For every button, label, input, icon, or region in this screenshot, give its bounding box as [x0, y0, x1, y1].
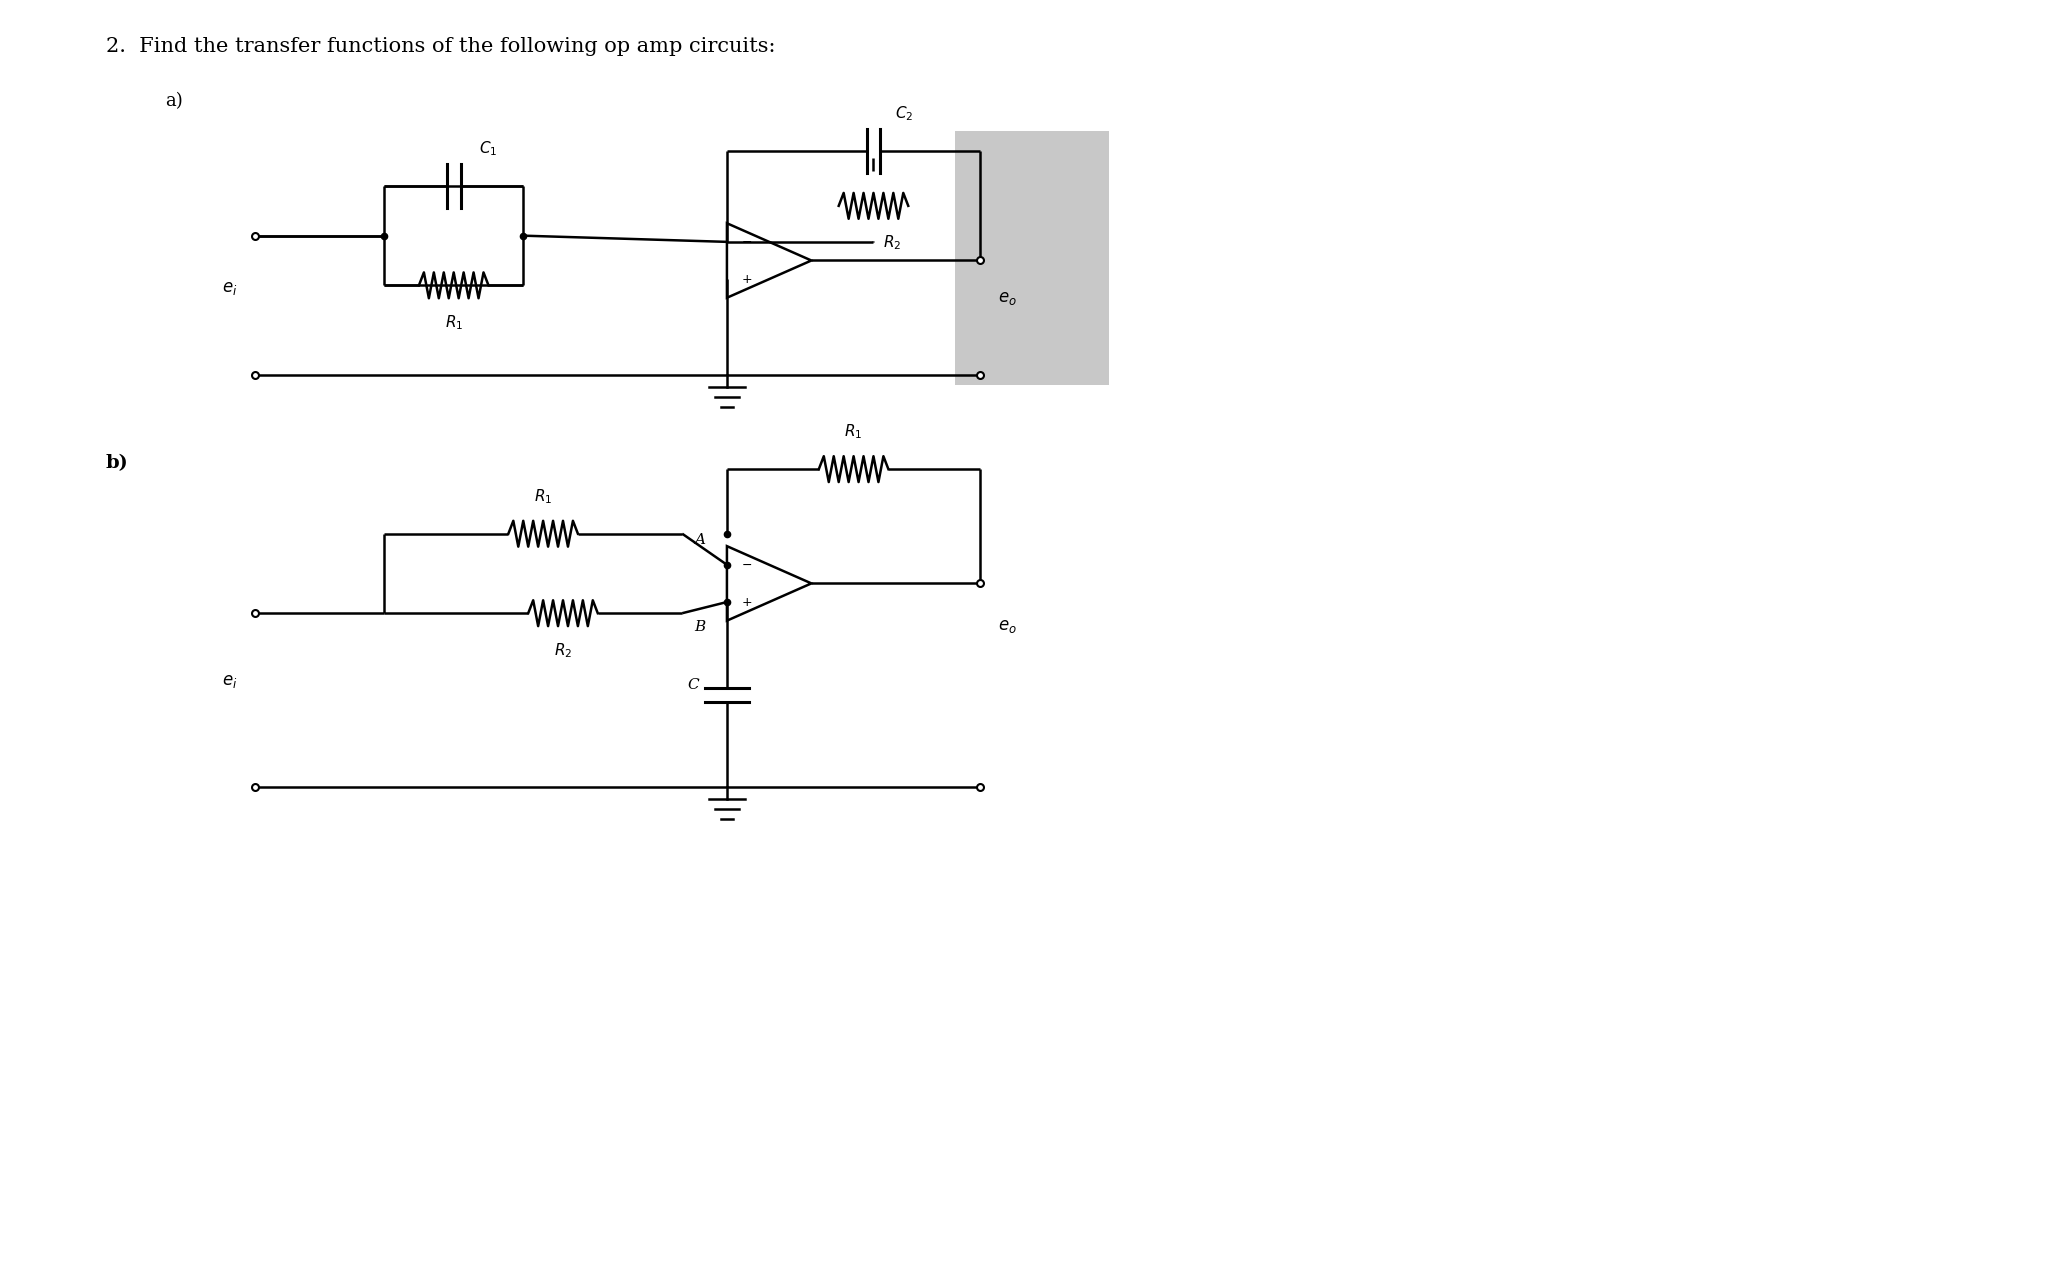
- Text: $-$: $-$: [741, 558, 753, 572]
- Bar: [955, 131, 1109, 385]
- Text: a): a): [166, 91, 184, 109]
- Text: $+$: $+$: [741, 273, 753, 286]
- Text: $e_o$: $e_o$: [998, 618, 1017, 635]
- Text: $R_1$: $R_1$: [444, 313, 462, 332]
- Text: $+$: $+$: [741, 595, 753, 608]
- Text: $e_i$: $e_i$: [223, 281, 237, 298]
- Text: $R_2$: $R_2$: [884, 233, 902, 252]
- Text: $C_1$: $C_1$: [479, 139, 497, 158]
- Text: $-$: $-$: [741, 236, 753, 249]
- Text: $R_1$: $R_1$: [845, 422, 863, 442]
- Text: $e_o$: $e_o$: [998, 290, 1017, 308]
- Text: $e_i$: $e_i$: [223, 672, 237, 690]
- Text: 2.  Find the transfer functions of the following op amp circuits:: 2. Find the transfer functions of the fo…: [106, 37, 775, 55]
- Text: C: C: [687, 677, 700, 692]
- Text: $R_2$: $R_2$: [554, 641, 573, 659]
- Text: b): b): [106, 455, 129, 473]
- Text: $R_1$: $R_1$: [534, 487, 552, 506]
- Text: A: A: [694, 533, 706, 547]
- Text: B: B: [694, 620, 706, 634]
- Text: $C_2$: $C_2$: [896, 104, 915, 124]
